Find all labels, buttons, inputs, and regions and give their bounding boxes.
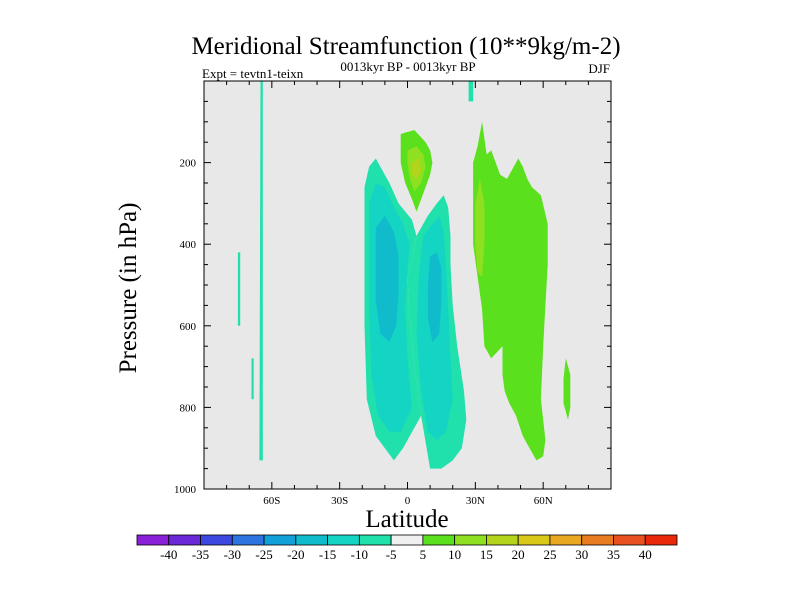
colorbar-label-14: 35 [607,547,620,562]
x-tick-label-3: 30N [466,495,485,507]
contour-region-15 [412,158,422,179]
colorbar-swatch-12 [517,534,551,546]
colorbar-swatch-7 [358,534,392,546]
colorbar-label-7: -5 [386,547,397,562]
chart-title: Meridional Streamfunction (10**9kg/m-2) [191,33,620,60]
colorbar-swatch-13 [549,534,583,546]
x-tick-label-4: 60N [534,495,553,507]
colorbar-swatch-14 [581,534,614,546]
chart-subtitle: 0013kyr BP - 0013kyr BP [340,59,475,74]
colorbar-label-12: 25 [543,547,556,562]
colorbar-swatch-10 [454,534,487,546]
colorbar: -40 -35 -30 -25 -20 -15 -10 -5 5 10 15 20 25 30 35 40 [136,534,678,562]
season-label: DJF [588,61,610,76]
experiment-label: Expt = tevtn1-teixn [202,66,304,81]
colorbar-label-5: -15 [319,547,336,562]
colorbar-label-6: -10 [351,547,368,562]
colorbar-swatch-8 [390,534,424,546]
colorbar-label-1: -35 [192,547,209,562]
colorbar-label-13: 30 [575,547,588,562]
colorbar-swatch-11 [486,534,519,546]
contour-region-0 [259,81,263,461]
colorbar-label-9: 10 [448,547,461,562]
colorbar-swatch-15 [613,534,646,546]
colorbar-label-0: -40 [160,547,177,562]
colorbar-swatch-2 [200,534,233,546]
x-axis: 60S 30S 0 30N 60N [226,81,589,507]
colorbar-label-2: -30 [224,547,241,562]
contour-regions [237,81,571,469]
colorbar-swatch-0 [136,534,170,546]
x-tick-label-0: 60S [263,495,280,507]
contour-region-9 [427,252,442,343]
colorbar-swatch-3 [231,534,265,546]
colorbar-label-11: 20 [512,547,525,562]
colorbar-swatch-9 [422,534,456,546]
contour-region-12 [563,358,571,420]
colorbar-label-15: 40 [639,547,652,562]
x-tick-label-2: 0 [405,495,411,507]
colorbar-label-4: -20 [287,547,304,562]
colorbar-label-3: -25 [255,547,272,562]
colorbar-swatch-16 [644,534,678,546]
y-tick-label-3: 800 [180,402,197,414]
x-tick-label-1: 30S [331,495,348,507]
colorbar-label-10: 15 [480,547,493,562]
y-tick-label-1: 400 [180,239,197,251]
contour-region-14 [475,178,485,277]
contour-region-8 [375,215,399,343]
y-axis-label: Pressure (in hPa) [115,203,142,374]
x-axis-label: Latitude [365,506,448,533]
contour-region-2 [251,358,254,400]
colorbar-label-8: 5 [420,547,427,562]
y-tick-label-4: 1000 [174,484,197,496]
colorbar-swatch-1 [168,534,201,546]
contour-region-3 [468,81,474,102]
y-tick-label-2: 600 [180,321,197,333]
contour-region-1 [237,252,241,326]
y-tick-label-0: 200 [180,158,197,170]
colorbar-swatch-5 [295,534,328,546]
contour-region-11 [473,121,548,461]
colorbar-swatch-6 [327,534,360,546]
y-axis: 200 400 600 800 1000 [174,100,611,496]
colorbar-swatch-4 [263,534,297,546]
